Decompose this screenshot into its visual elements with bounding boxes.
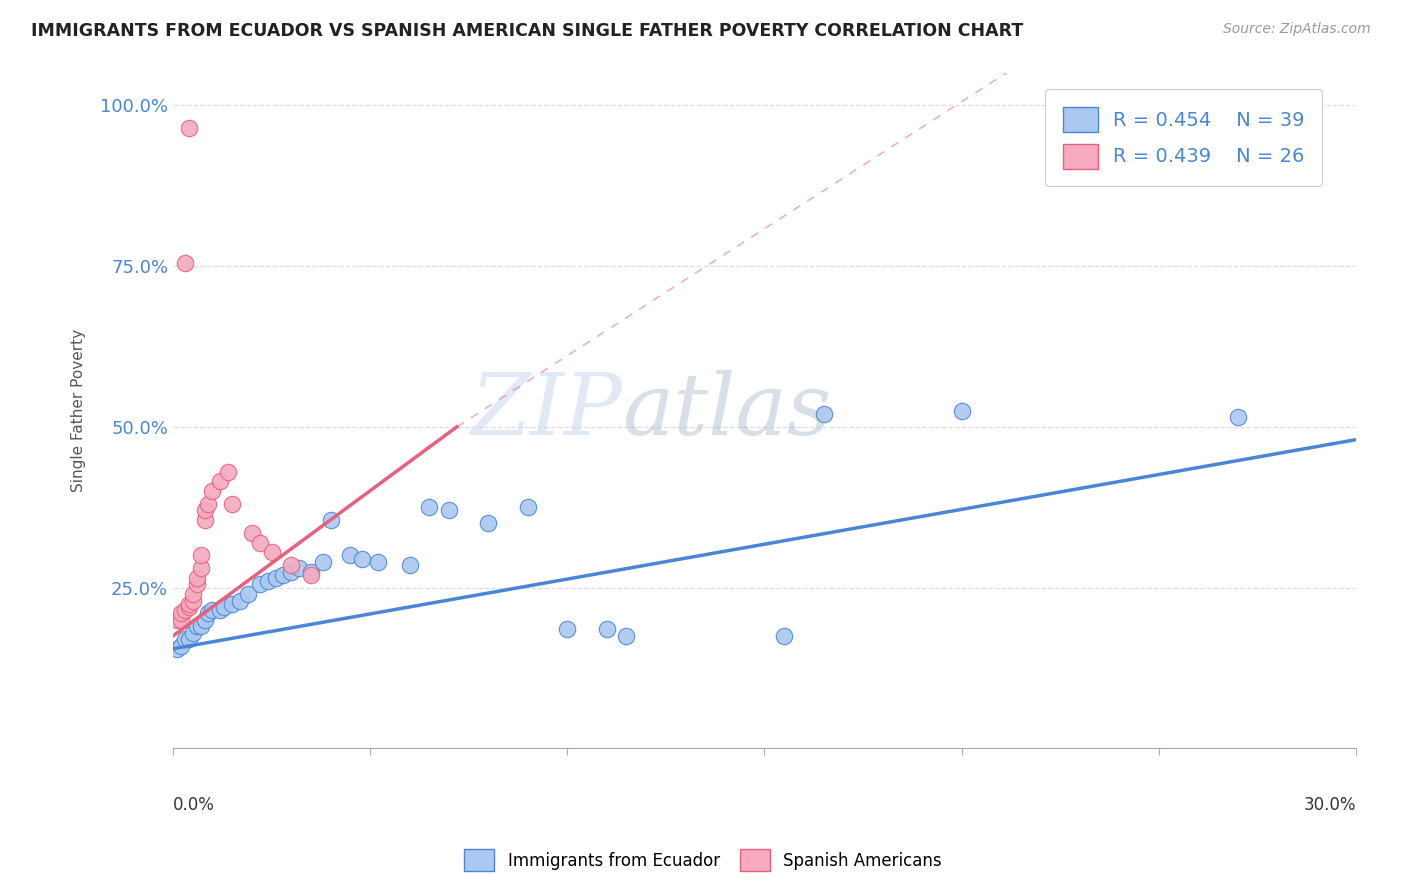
Point [418,500,440,515]
Point [201,484,224,499]
Point [193,613,215,627]
Point [190,561,212,575]
Point [209,603,232,617]
Legend: R = 0.454    N = 39, R = 0.439    N = 26: R = 0.454 N = 39, R = 0.439 N = 26 [1046,89,1323,186]
Point [516,500,538,515]
Y-axis label: Single Father Poverty: Single Father Poverty [72,329,86,492]
Text: IMMIGRANTS FROM ECUADOR VS SPANISH AMERICAN SINGLE FATHER POVERTY CORRELATION CH: IMMIGRANTS FROM ECUADOR VS SPANISH AMERI… [31,22,1024,40]
Point [950,403,973,417]
Point [190,619,212,633]
Point [229,593,252,607]
Point [221,497,243,511]
Point [299,565,322,579]
Legend: Immigrants from Ecuador, Spanish Americans: Immigrants from Ecuador, Spanish America… [456,841,950,880]
Point [177,599,200,614]
Point [173,603,195,617]
Point [477,516,499,531]
Text: atlas: atlas [623,369,831,452]
Point [249,535,271,549]
Point [555,623,578,637]
Point [280,558,302,573]
Point [596,623,619,637]
Text: ZIP: ZIP [471,369,623,452]
Point [212,599,235,614]
Point [217,465,239,479]
Point [221,597,243,611]
Point [193,513,215,527]
Point [201,603,224,617]
Point [398,558,420,573]
Point [367,555,389,569]
Point [273,567,295,582]
Point [173,632,195,646]
Point [249,577,271,591]
Point [256,574,278,589]
Point [288,561,311,575]
Point [616,629,638,643]
Text: Source: ZipAtlas.com: Source: ZipAtlas.com [1223,22,1371,37]
Text: 30.0%: 30.0% [1303,796,1355,814]
Point [181,593,204,607]
Point [166,613,188,627]
Text: 0.0%: 0.0% [173,796,215,814]
Point [339,549,361,563]
Point [173,256,195,270]
Point [197,497,219,511]
Point [240,525,263,540]
Point [190,549,212,563]
Point [319,513,342,527]
Point [1226,410,1249,425]
Point [170,613,193,627]
Point [181,625,204,640]
Point [170,639,193,653]
Point [170,607,193,621]
Point [813,407,835,421]
Point [193,503,215,517]
Point [181,587,204,601]
Point [197,607,219,621]
Point [299,567,322,582]
Point [437,503,460,517]
Point [186,619,208,633]
Point [260,545,283,559]
Point [236,587,259,601]
Point [186,577,208,591]
Point [177,597,200,611]
Point [312,555,335,569]
Point [166,641,188,656]
Point [177,120,200,135]
Point [177,632,200,646]
Point [186,571,208,585]
Point [209,475,232,489]
Point [773,629,796,643]
Point [264,571,287,585]
Point [352,551,374,566]
Point [280,565,302,579]
